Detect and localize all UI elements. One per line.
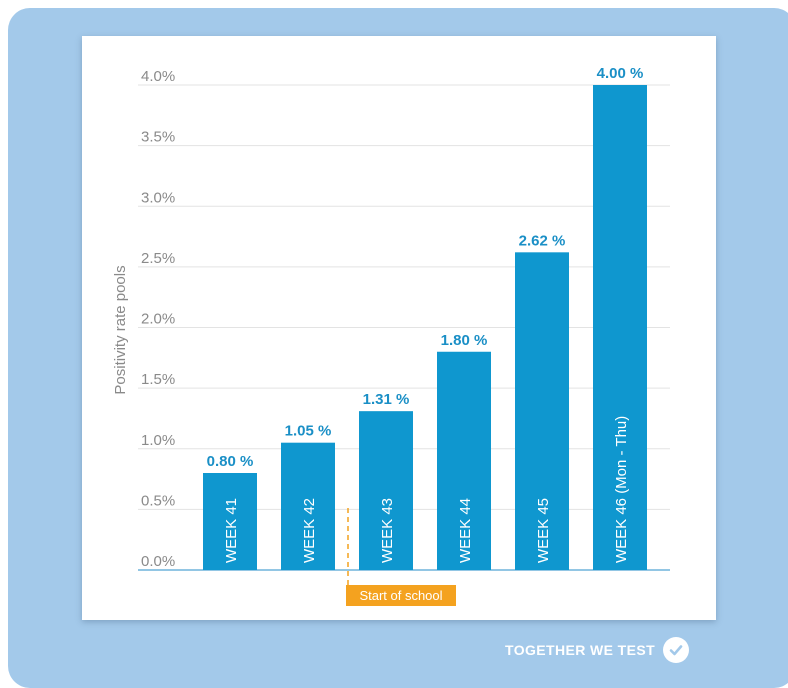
category-label: WEEK 44 <box>457 498 474 563</box>
category-label: WEEK 42 <box>301 498 318 563</box>
y-axis-title: Positivity rate pools <box>112 265 129 394</box>
bar-layer <box>203 85 647 570</box>
grid-layer: 0.0% 0.5% 1.0% 1.5% 2.0% 2.5% 3.0% 3.5% 4.0% <box>138 68 670 571</box>
data-label: 1.31 % <box>363 391 410 408</box>
label-layer: 0.80 % WEEK 41 1.05 % WEEK 42 1.31 % WEEK 43 1… <box>207 65 644 563</box>
data-label: 1.80 % <box>441 332 488 349</box>
y-tick-label: 2.5% <box>141 250 175 267</box>
category-label: WEEK 45 <box>535 498 552 563</box>
bar <box>281 442 335 570</box>
y-tick-label: 3.5% <box>141 129 175 146</box>
annotation-label: Start of school <box>359 588 442 603</box>
check-icon <box>663 637 690 663</box>
y-tick-label: 0.0% <box>141 553 175 570</box>
data-label: 0.80 % <box>207 453 254 470</box>
y-tick-label: 4.0% <box>141 68 175 85</box>
bar <box>593 85 647 570</box>
y-tick-label: 1.0% <box>141 432 175 449</box>
y-tick-label: 2.0% <box>141 311 175 328</box>
y-tick-label: 1.5% <box>141 371 175 388</box>
category-label: WEEK 46 (Mon - Thu) <box>613 416 630 563</box>
bar <box>203 473 257 570</box>
data-label: 4.00 % <box>597 65 644 82</box>
data-label: 2.62 % <box>519 232 566 249</box>
annotation-box <box>346 585 456 606</box>
bar <box>437 351 491 570</box>
footer-brand: TOGETHER WE TEST <box>505 637 690 663</box>
category-label: WEEK 43 <box>379 498 396 563</box>
data-label: 1.05 % <box>285 423 332 440</box>
footer-text: TOGETHER WE TEST <box>505 642 656 658</box>
bar <box>359 411 413 570</box>
y-tick-label: 3.0% <box>141 189 175 206</box>
y-tick-label: 0.5% <box>141 492 175 509</box>
category-label: WEEK 41 <box>223 498 240 563</box>
bar <box>515 252 569 570</box>
